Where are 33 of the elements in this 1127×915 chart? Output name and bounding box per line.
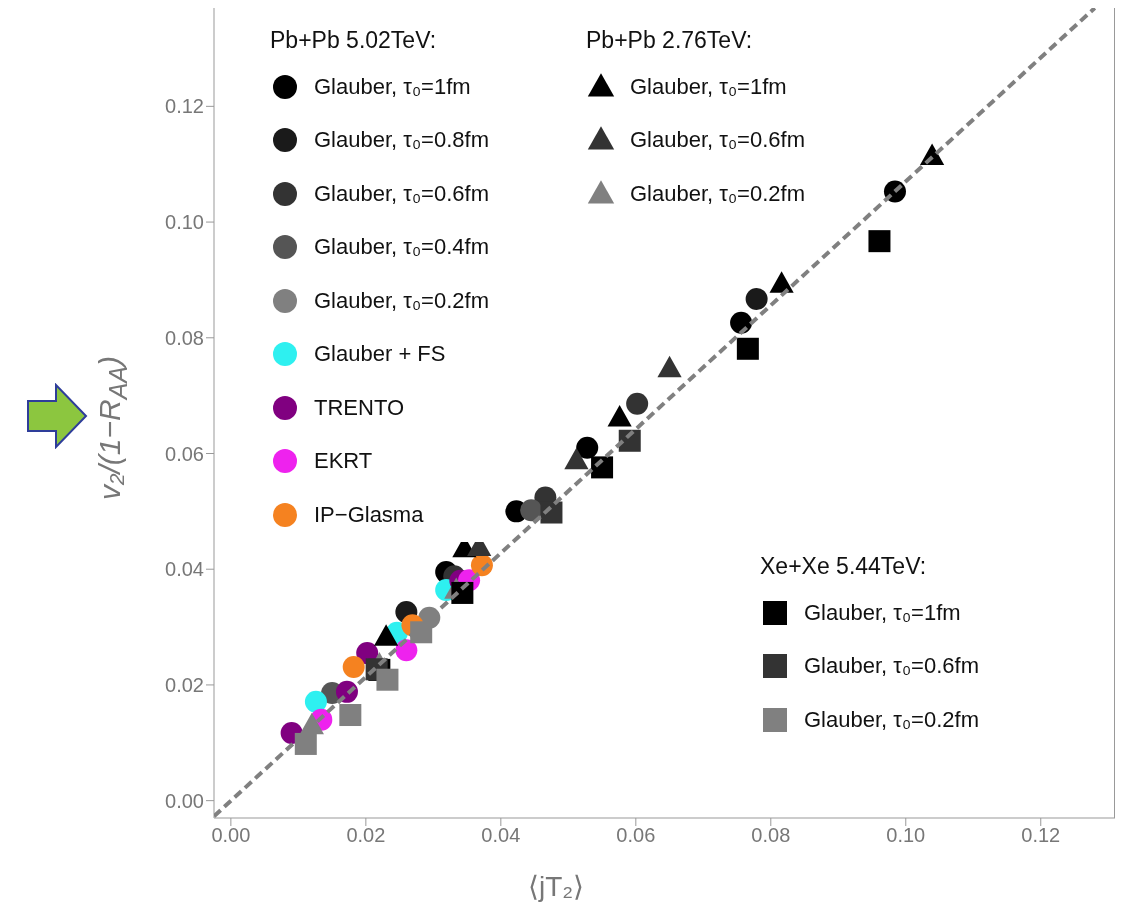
x-tick-label: 0.06 <box>616 824 656 847</box>
legend-label: Glauber, τ₀=0.6fm <box>804 653 979 680</box>
x-tick-label: 0.12 <box>1021 824 1061 847</box>
legend-label: Glauber, τ₀=1fm <box>630 73 787 100</box>
legend-label: Glauber, τ₀=1fm <box>314 73 471 100</box>
x-tick-label: 0.02 <box>346 824 386 847</box>
x-axis-title: ⟨jT₂⟩ <box>528 870 585 903</box>
legend-label: Glauber + FS <box>314 341 446 368</box>
y-tick-label: 0.12 <box>165 95 204 118</box>
legend-label: Glauber, τ₀=0.2fm <box>630 180 805 207</box>
legend-label: Glauber, τ₀=0.6fm <box>314 180 489 207</box>
legend-label: Glauber, τ₀=1fm <box>804 599 961 626</box>
x-tick-label: 0.10 <box>886 824 926 847</box>
y-tick-label: 0.04 <box>165 558 204 581</box>
annotation: Pb+Pb 2.76TeV: <box>586 26 754 55</box>
legend-label: Glauber, τ₀=0.2fm <box>314 287 489 314</box>
legend-label: EKRT <box>314 448 373 475</box>
y-tick-label: 0.00 <box>165 789 204 812</box>
annotation: Xe+Xe 5.44TeV: <box>760 552 928 581</box>
legend-label: Glauber, τ₀=0.2fm <box>804 706 979 733</box>
y-tick-label: 0.10 <box>165 211 204 234</box>
x-tick-label: 0.00 <box>211 824 251 847</box>
legend-label: Glauber, τ₀=0.6fm <box>630 127 805 154</box>
legend-label: TRENTO <box>314 394 405 421</box>
y-tick-label: 0.06 <box>165 442 204 465</box>
y-tick-label: 0.08 <box>165 326 204 349</box>
x-tick-label: 0.04 <box>481 824 521 847</box>
legend-label: IP−Glasma <box>314 501 424 528</box>
y-tick-label: 0.02 <box>165 674 204 697</box>
legend-label: Glauber, τ₀=0.4fm <box>314 234 489 261</box>
x-tick-label: 0.08 <box>751 824 791 847</box>
annotation: Pb+Pb 5.02TeV: <box>270 26 438 55</box>
legend-label: Glauber, τ₀=0.8fm <box>314 127 489 154</box>
